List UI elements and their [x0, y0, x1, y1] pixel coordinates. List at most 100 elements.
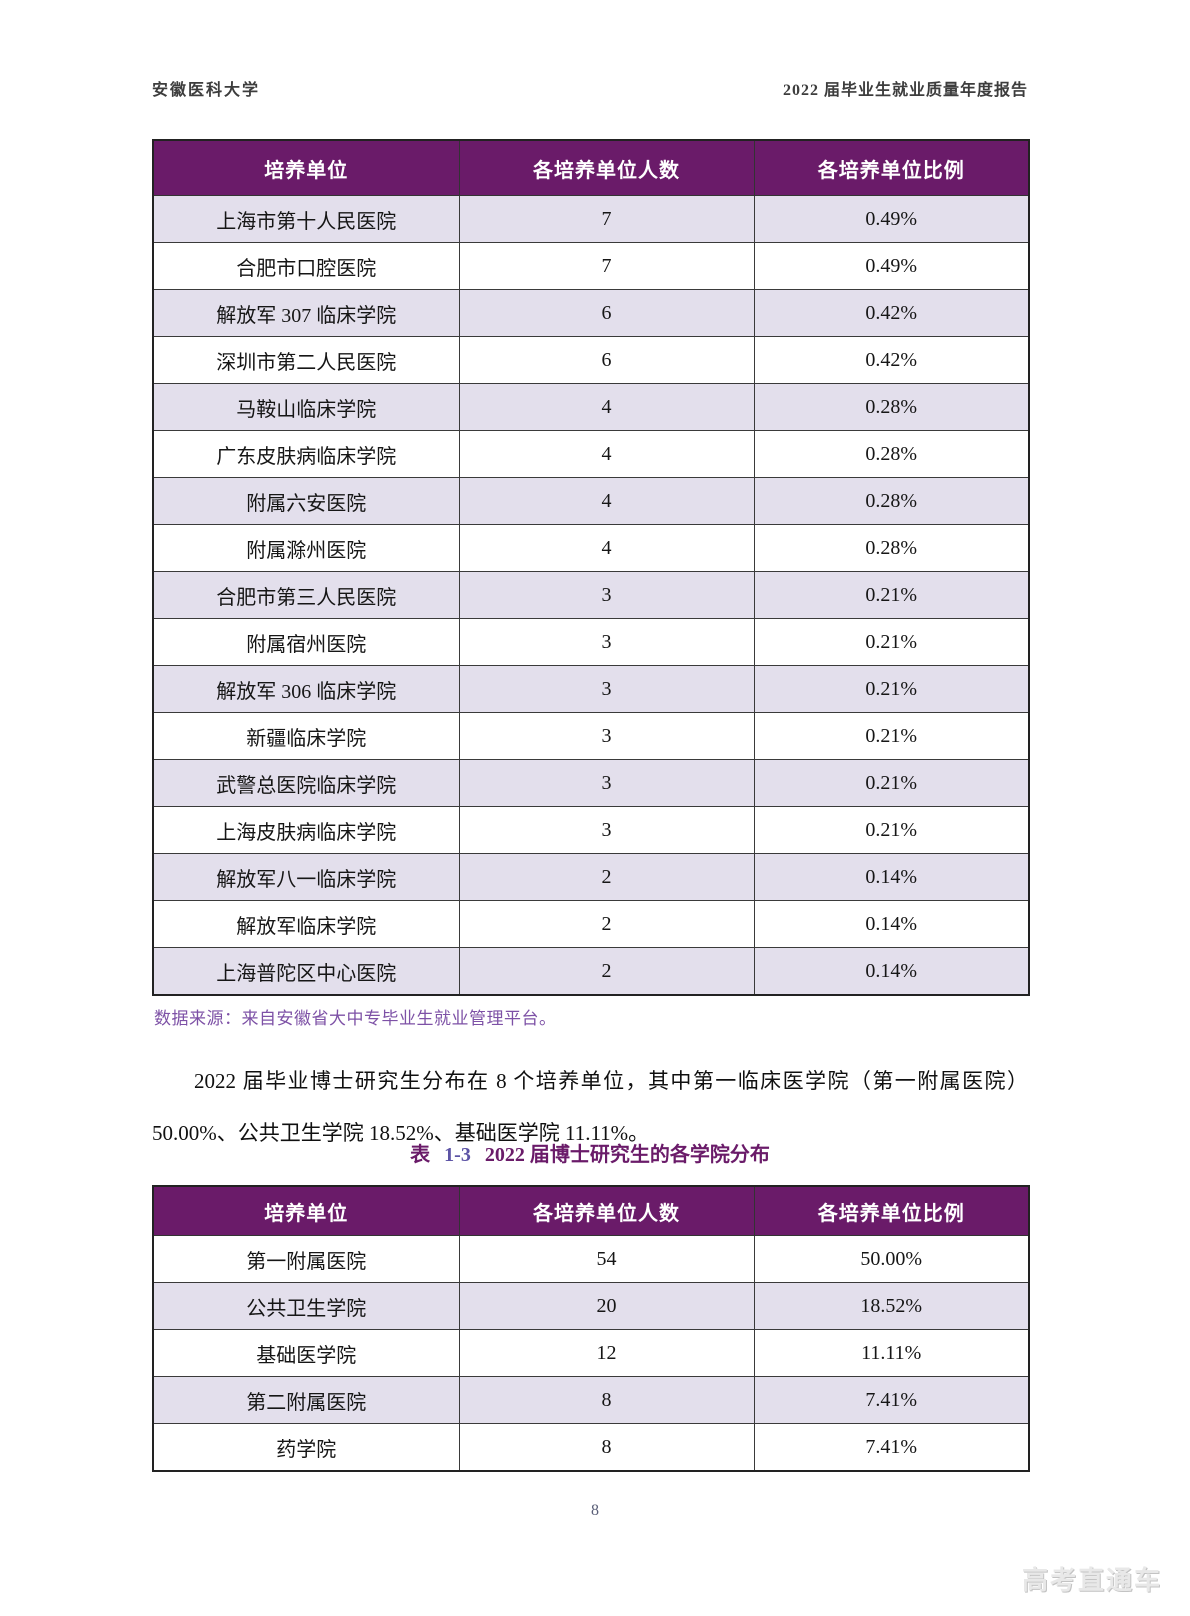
- table-cell: 0.21%: [753, 571, 1030, 619]
- table-row: 解放军 307 临床学院 6 0.42%: [152, 289, 1030, 337]
- table-cell: 0.42%: [753, 336, 1030, 384]
- table-cell: 3: [458, 618, 755, 666]
- table-row: 上海皮肤病临床学院 3 0.21%: [152, 806, 1030, 854]
- table-cell: 2: [458, 900, 755, 948]
- table-cell: 武警总医院临床学院: [152, 759, 460, 807]
- table-cell: 0.28%: [753, 383, 1030, 431]
- table-cell: 3: [458, 712, 755, 760]
- table-cell: 4: [458, 383, 755, 431]
- table-cell: 上海普陀区中心医院: [152, 947, 460, 996]
- table-cell: 3: [458, 759, 755, 807]
- table-cell: 4: [458, 524, 755, 572]
- column-header: 各培养单位人数: [458, 1185, 755, 1236]
- table-cell: 解放军八一临床学院: [152, 853, 460, 901]
- table-cell: 上海皮肤病临床学院: [152, 806, 460, 854]
- table-cell: 0.42%: [753, 289, 1030, 337]
- table-cell: 公共卫生学院: [152, 1282, 460, 1330]
- table-cell: 深圳市第二人民医院: [152, 336, 460, 384]
- table-cell: 0.49%: [753, 242, 1030, 290]
- data-source-note: 数据来源：来自安徽省大中专毕业生就业管理平台。: [154, 1009, 557, 1028]
- table-cell: 2: [458, 947, 755, 996]
- table-cell: 0.28%: [753, 477, 1030, 525]
- table-row: 上海普陀区中心医院 2 0.14%: [152, 947, 1030, 996]
- table-cell: 0.28%: [753, 430, 1030, 478]
- table-row: 深圳市第二人民医院 6 0.42%: [152, 336, 1030, 384]
- table-cell: 7.41%: [753, 1376, 1030, 1424]
- table-cell: 解放军 307 临床学院: [152, 289, 460, 337]
- table-cell: 第二附属医院: [152, 1376, 460, 1424]
- table-cell: 附属六安医院: [152, 477, 460, 525]
- table-cell: 0.28%: [753, 524, 1030, 572]
- table-cell: 广东皮肤病临床学院: [152, 430, 460, 478]
- table-row: 第二附属医院 8 7.41%: [152, 1376, 1030, 1424]
- table-cell: 4: [458, 430, 755, 478]
- running-header: 安徽医科大学 2022 届毕业生就业质量年度报告: [152, 76, 1028, 100]
- table-cell: 3: [458, 665, 755, 713]
- table-cell: 3: [458, 806, 755, 854]
- header-university-name: 安徽医科大学: [152, 82, 261, 99]
- table-cell: 合肥市第三人民医院: [152, 571, 460, 619]
- training-unit-distribution-table: 培养单位 各培养单位人数 各培养单位比例 上海市第十人民医院 7 0.49% 合肥市口腔医院…: [152, 139, 1030, 996]
- table-cell: 解放军 306 临床学院: [152, 665, 460, 713]
- table-cell: 7: [458, 195, 755, 243]
- watermark-text: 高考直通车: [1021, 1565, 1162, 1595]
- table-cell: 第一附属医院: [152, 1235, 460, 1283]
- table-row: 上海市第十人民医院 7 0.49%: [152, 195, 1030, 243]
- table-row: 合肥市第三人民医院 3 0.21%: [152, 571, 1030, 619]
- table-cell: 7: [458, 242, 755, 290]
- table-cell: 8: [458, 1423, 755, 1472]
- table-cell: 药学院: [152, 1423, 460, 1472]
- table-cell: 0.21%: [753, 759, 1030, 807]
- table-row: 基础医学院 12 11.11%: [152, 1329, 1030, 1377]
- table-row: 公共卫生学院 20 18.52%: [152, 1282, 1030, 1330]
- page-number: 8: [591, 1502, 599, 1519]
- header-report-title: 2022 届毕业生就业质量年度报告: [782, 82, 1028, 99]
- column-header: 各培养单位比例: [753, 1185, 1030, 1236]
- table-row: 附属六安医院 4 0.28%: [152, 477, 1030, 525]
- table-cell: 18.52%: [753, 1282, 1030, 1330]
- table-cell: 0.21%: [753, 712, 1030, 760]
- table-cell: 上海市第十人民医院: [152, 195, 460, 243]
- table-header-row: 培养单位 各培养单位人数 各培养单位比例: [152, 1185, 1030, 1236]
- table-row: 武警总医院临床学院 3 0.21%: [152, 759, 1030, 807]
- table-cell: 附属宿州医院: [152, 618, 460, 666]
- column-header: 各培养单位人数: [458, 139, 755, 196]
- table-cell: 8: [458, 1376, 755, 1424]
- table-cell: 0.49%: [753, 195, 1030, 243]
- table-row: 合肥市口腔医院 7 0.49%: [152, 242, 1030, 290]
- table-cell: 0.14%: [753, 853, 1030, 901]
- table-cell: 7.41%: [753, 1423, 1030, 1472]
- table-cell: 0.14%: [753, 947, 1030, 996]
- table-row: 广东皮肤病临床学院 4 0.28%: [152, 430, 1030, 478]
- table-cell: 54: [458, 1235, 755, 1283]
- table-row: 解放军临床学院 2 0.14%: [152, 900, 1030, 948]
- table-cell: 3: [458, 571, 755, 619]
- table-row: 附属滁州医院 4 0.28%: [152, 524, 1030, 572]
- caption-label: 表: [410, 1144, 431, 1166]
- doctoral-college-distribution-table: 培养单位 各培养单位人数 各培养单位比例 第一附属医院 54 50.00% 公共卫生学院 20…: [152, 1185, 1030, 1472]
- column-header: 培养单位: [152, 1185, 460, 1236]
- table-cell: 11.11%: [753, 1329, 1030, 1377]
- table-cell: 4: [458, 477, 755, 525]
- table-cell: 0.21%: [753, 618, 1030, 666]
- table-cell: 0.21%: [753, 806, 1030, 854]
- table-cell: 2: [458, 853, 755, 901]
- table-cell: 新疆临床学院: [152, 712, 460, 760]
- table-cell: 20: [458, 1282, 755, 1330]
- table-cell: 12: [458, 1329, 755, 1377]
- table-row: 解放军八一临床学院 2 0.14%: [152, 853, 1030, 901]
- column-header: 各培养单位比例: [753, 139, 1030, 196]
- table-cell: 附属滁州医院: [152, 524, 460, 572]
- table-1-3-caption: 表 1-3 2022 届博士研究生的各学院分布: [152, 1138, 1028, 1167]
- table-cell: 50.00%: [753, 1235, 1030, 1283]
- column-header: 培养单位: [152, 139, 460, 196]
- table-cell: 6: [458, 336, 755, 384]
- table-row: 解放军 306 临床学院 3 0.21%: [152, 665, 1030, 713]
- table-cell: 0.14%: [753, 900, 1030, 948]
- table-row: 第一附属医院 54 50.00%: [152, 1235, 1030, 1283]
- table-row: 马鞍山临床学院 4 0.28%: [152, 383, 1030, 431]
- table-header-row: 培养单位 各培养单位人数 各培养单位比例: [152, 139, 1030, 196]
- table-cell: 解放军临床学院: [152, 900, 460, 948]
- caption-title: 2022 届博士研究生的各学院分布: [484, 1144, 770, 1166]
